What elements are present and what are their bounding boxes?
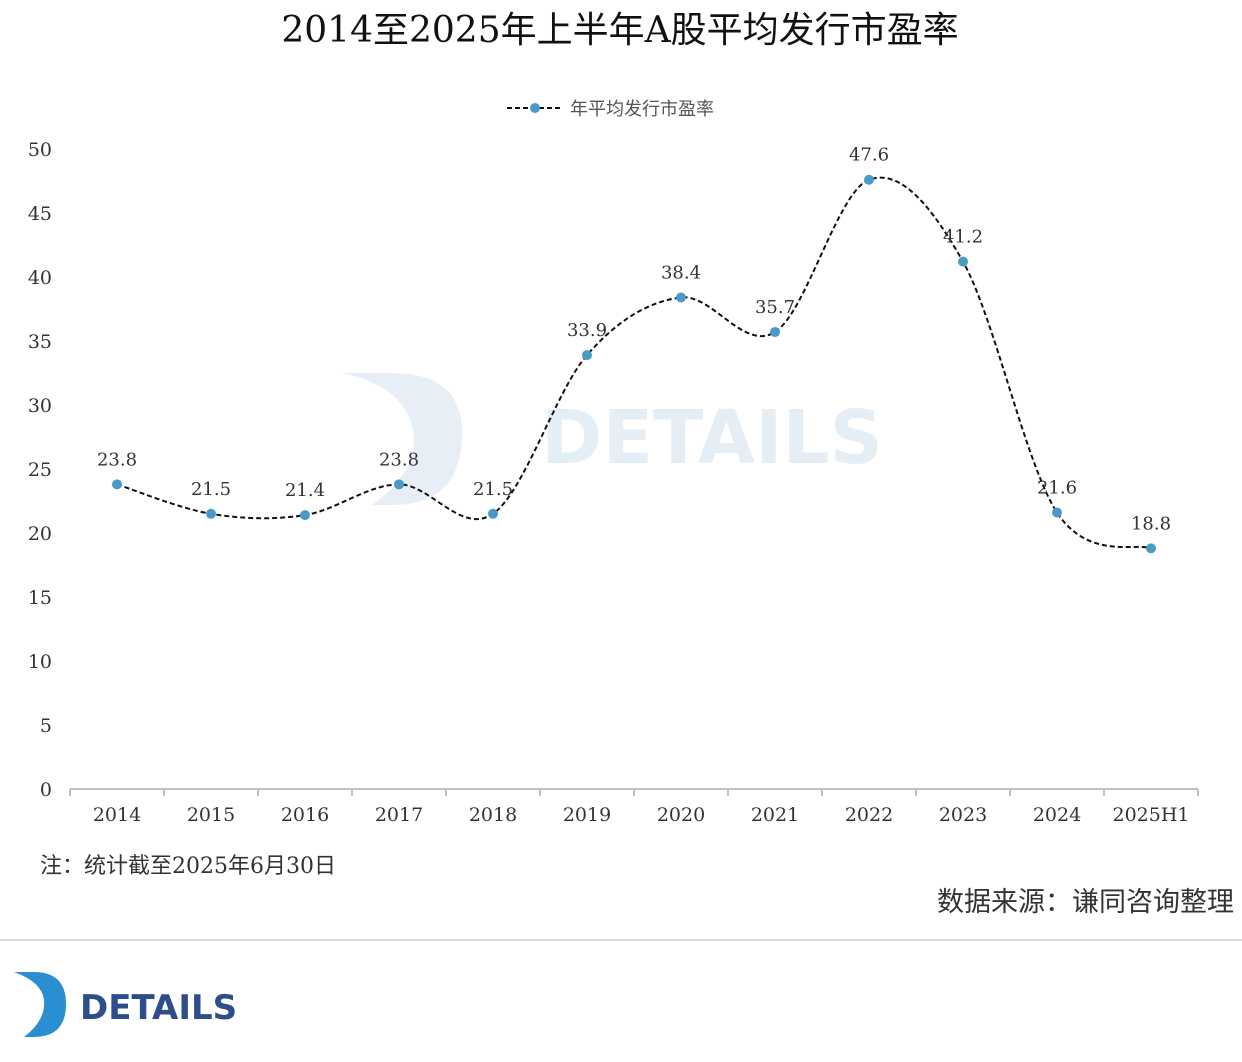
y-tick-label: 30 bbox=[28, 395, 52, 417]
series-line bbox=[116, 176, 1152, 550]
x-axis-ticks bbox=[69, 789, 1199, 796]
watermark: DETAILS bbox=[342, 373, 883, 505]
data-point bbox=[300, 510, 310, 521]
data-label: 21.6 bbox=[1037, 478, 1077, 499]
data-point bbox=[1052, 507, 1062, 518]
x-tick-label: 2020 bbox=[657, 804, 705, 826]
data-point bbox=[112, 479, 122, 490]
x-tick-label: 2017 bbox=[375, 804, 423, 826]
data-label: 35.7 bbox=[755, 297, 795, 318]
data-label: 21.4 bbox=[285, 480, 325, 501]
data-point bbox=[394, 479, 404, 490]
data-label: 38.4 bbox=[661, 262, 701, 283]
x-tick-label: 2024 bbox=[1033, 804, 1081, 826]
data-label: 21.5 bbox=[473, 479, 513, 500]
y-tick-label: 50 bbox=[28, 139, 52, 161]
y-tick-label: 25 bbox=[28, 459, 52, 481]
data-label: 23.8 bbox=[97, 449, 137, 470]
details-logo-icon bbox=[14, 972, 66, 1037]
data-point bbox=[864, 174, 874, 185]
data-label: 18.8 bbox=[1131, 513, 1171, 534]
data-label: 21.5 bbox=[191, 479, 231, 500]
x-tick-label: 2015 bbox=[187, 804, 235, 826]
y-tick-label: 20 bbox=[28, 523, 52, 545]
x-tick-label: 2019 bbox=[563, 804, 611, 826]
footer-logo: DETAILS bbox=[14, 972, 237, 1037]
data-point bbox=[1146, 543, 1156, 554]
y-tick-label: 0 bbox=[40, 779, 52, 801]
data-label: 23.8 bbox=[379, 449, 419, 470]
y-tick-label: 45 bbox=[28, 203, 52, 225]
watermark-text: DETAILS bbox=[541, 395, 883, 481]
data-source: 数据来源：谦同咨询整理 bbox=[937, 887, 1234, 918]
x-tick-label: 2021 bbox=[751, 804, 799, 826]
y-tick-label: 35 bbox=[28, 331, 52, 353]
data-point bbox=[676, 292, 686, 303]
x-tick-label: 2014 bbox=[93, 804, 141, 826]
y-tick-label: 15 bbox=[28, 587, 52, 609]
y-tick-label: 10 bbox=[28, 651, 52, 673]
x-axis-labels: 2014 2015 2016 2017 2018 2019 2020 2021 2022 2023… bbox=[93, 804, 1190, 826]
x-tick-label: 2018 bbox=[469, 804, 517, 826]
x-tick-label: 2025H1 bbox=[1112, 804, 1189, 826]
x-tick-label: 2023 bbox=[939, 804, 987, 826]
legend-label: 年平均发行市盈率 bbox=[570, 99, 714, 120]
data-point bbox=[488, 508, 498, 519]
data-point bbox=[770, 327, 780, 338]
y-axis-labels: 0 5 10 15 20 25 30 35 40 45 50 bbox=[28, 139, 52, 801]
data-label: 47.6 bbox=[849, 145, 889, 166]
y-tick-label: 40 bbox=[28, 267, 52, 289]
x-tick-label: 2022 bbox=[845, 804, 893, 826]
series-points bbox=[112, 174, 1156, 554]
data-point bbox=[582, 350, 592, 361]
x-tick-label: 2016 bbox=[281, 804, 329, 826]
legend: 年平均发行市盈率 bbox=[507, 99, 714, 120]
data-point bbox=[206, 508, 216, 519]
data-label: 41.2 bbox=[943, 227, 983, 248]
data-point bbox=[958, 256, 968, 267]
data-label: 33.9 bbox=[567, 320, 607, 341]
chart-title: 2014至2025年上半年A股平均发行市盈率 bbox=[281, 10, 958, 51]
data-labels: 23.8 21.5 21.4 23.8 21.5 33.9 38.4 35.7 47.6 41.2… bbox=[97, 145, 1171, 535]
watermark-logo-icon bbox=[342, 373, 462, 505]
chart-note: 注：统计截至2025年6月30日 bbox=[40, 854, 336, 879]
y-tick-label: 5 bbox=[40, 715, 52, 737]
legend-marker-swatch bbox=[530, 103, 540, 113]
logo-text: DETAILS bbox=[80, 988, 237, 1028]
